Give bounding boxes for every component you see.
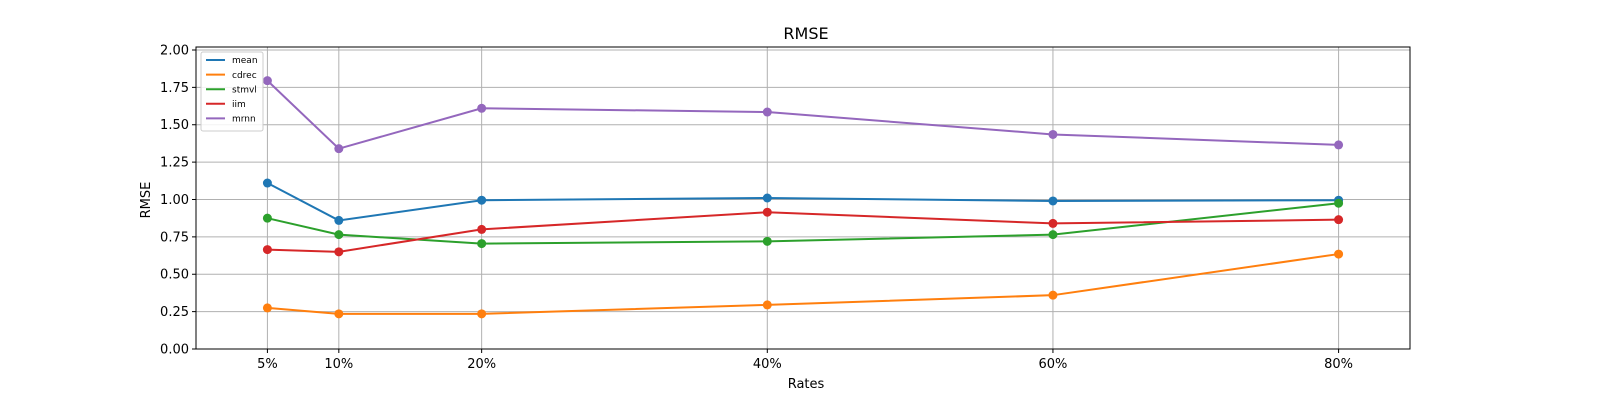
data-point-cdrec bbox=[262, 303, 272, 313]
data-point-iim bbox=[334, 247, 344, 257]
y-tick-label: 0.50 bbox=[160, 268, 189, 283]
data-point-mrnn bbox=[334, 144, 344, 154]
data-point-cdrec bbox=[334, 309, 344, 319]
series-layer bbox=[262, 76, 1344, 319]
y-tick-label: 1.00 bbox=[160, 193, 189, 208]
data-point-iim bbox=[477, 224, 487, 234]
data-point-mean bbox=[477, 195, 487, 205]
data-point-iim bbox=[762, 207, 772, 217]
series-line-iim bbox=[267, 211, 1339, 253]
series-line-cdrec bbox=[267, 253, 1339, 315]
legend-label-cdrec: cdrec bbox=[232, 71, 257, 81]
x-tick-label: 10% bbox=[324, 357, 353, 372]
y-tick-label: 0.00 bbox=[160, 343, 189, 358]
y-tick-label: 0.25 bbox=[160, 305, 189, 320]
data-point-stmvl bbox=[1048, 230, 1058, 240]
x-tick-label: 5% bbox=[257, 357, 278, 372]
x-tick-label: 20% bbox=[467, 357, 496, 372]
data-point-mean bbox=[1048, 196, 1058, 206]
series-iim bbox=[262, 207, 1344, 257]
data-point-mrnn bbox=[1048, 129, 1058, 139]
plot-frame bbox=[195, 46, 1411, 350]
data-point-iim bbox=[1048, 218, 1058, 228]
series-mrnn bbox=[262, 76, 1344, 154]
data-point-stmvl bbox=[762, 236, 772, 246]
y-tick-label: 1.50 bbox=[160, 118, 189, 133]
x-tick-label: 80% bbox=[1324, 357, 1353, 372]
series-cdrec bbox=[262, 249, 1344, 319]
data-point-stmvl bbox=[262, 213, 272, 223]
data-point-mrnn bbox=[1334, 140, 1344, 150]
legend-label-iim: iim bbox=[232, 100, 246, 110]
y-tick-label: 1.25 bbox=[160, 156, 189, 171]
data-point-cdrec bbox=[762, 300, 772, 310]
data-point-mean bbox=[762, 193, 772, 203]
x-tick-label: 40% bbox=[753, 357, 782, 372]
series-line-stmvl bbox=[267, 202, 1339, 245]
series-stmvl bbox=[262, 198, 1344, 249]
y-tick-label: 0.75 bbox=[160, 230, 189, 245]
series-mean bbox=[262, 178, 1344, 225]
series-line-mrnn bbox=[266, 79, 1339, 150]
legend-box bbox=[200, 51, 264, 132]
data-point-iim bbox=[1334, 215, 1344, 225]
y-tick-label: 2.00 bbox=[160, 43, 189, 58]
y-tick-label: 1.75 bbox=[160, 81, 189, 96]
data-point-mrnn bbox=[262, 76, 272, 86]
chart-title: RMSE bbox=[783, 24, 828, 43]
data-point-mean bbox=[262, 178, 272, 188]
data-point-stmvl bbox=[1334, 198, 1344, 208]
data-point-cdrec bbox=[1334, 249, 1344, 259]
legend: mean cdrec stmvl iim mrnn bbox=[200, 51, 264, 132]
data-point-mrnn bbox=[477, 103, 487, 113]
legend-label-mrnn: mrnn bbox=[232, 115, 256, 125]
x-axis-title: Rates bbox=[788, 377, 825, 392]
y-axis-title: RMSE bbox=[139, 182, 154, 219]
data-point-mrnn bbox=[762, 107, 772, 117]
data-point-cdrec bbox=[1048, 290, 1058, 300]
data-point-cdrec bbox=[477, 309, 487, 319]
data-point-stmvl bbox=[477, 239, 487, 249]
data-point-mean bbox=[334, 215, 344, 225]
data-point-iim bbox=[262, 245, 272, 255]
series-line-mean bbox=[266, 182, 1339, 222]
legend-label-mean: mean bbox=[232, 56, 258, 66]
data-point-stmvl bbox=[334, 230, 344, 240]
x-tick-label: 60% bbox=[1038, 357, 1067, 372]
axes: 0.00 0.25 0.50 0.75 1.00 1.25 1.50 1.75 2.00 5% 10… bbox=[160, 43, 1411, 372]
legend-label-stmvl: stmvl bbox=[232, 85, 257, 95]
